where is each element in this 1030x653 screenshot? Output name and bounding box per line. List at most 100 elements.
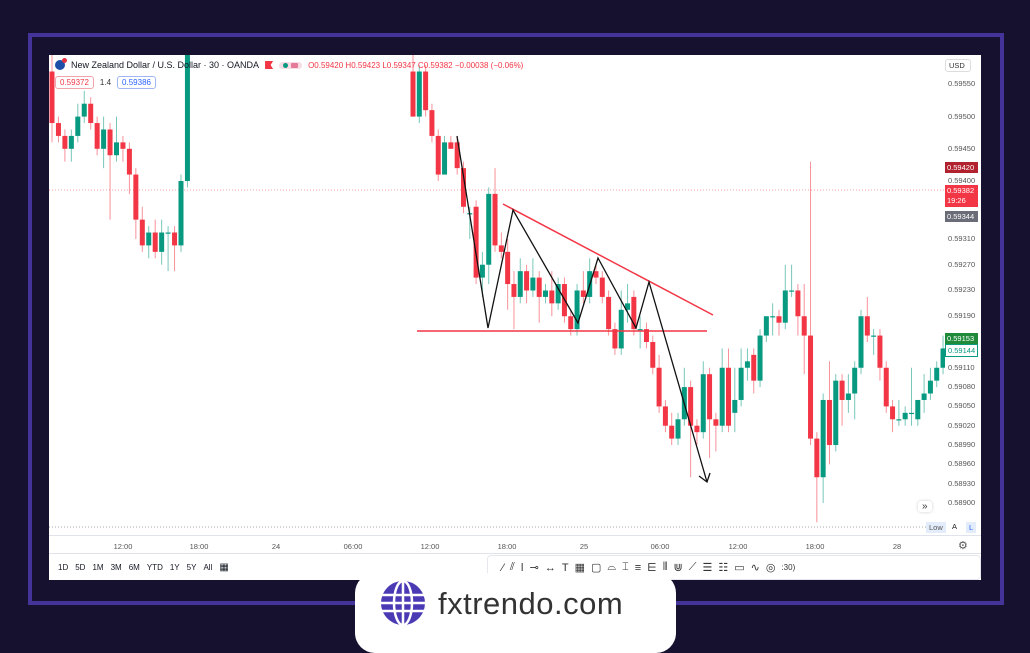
- candle-body: [517, 271, 523, 297]
- pitchfork-icon[interactable]: ⫽: [509, 561, 515, 573]
- sell-price-button[interactable]: 0.59372: [55, 76, 94, 89]
- status-square-icon: [291, 62, 299, 68]
- candle: [184, 55, 190, 188]
- candle: [126, 142, 132, 194]
- candle: [820, 393, 826, 503]
- log-scale-button[interactable]: L: [966, 522, 977, 533]
- price-label: 0.59500: [948, 111, 976, 121]
- candle-body: [524, 271, 530, 291]
- market-status-pill[interactable]: [279, 61, 303, 69]
- fib-fan-icon[interactable]: ⋿: [647, 562, 657, 574]
- price-axis[interactable]: USD 0.59550 0.59500 0.59450 0.59400 0.59310 0…: [945, 55, 981, 580]
- zigzag-pattern[interactable]: [456, 135, 708, 483]
- candle-body: [814, 438, 820, 478]
- candle-body: [625, 303, 631, 310]
- bid-ask-row: 0.59372 1.4 0.59386: [55, 76, 156, 89]
- candle-body: [864, 316, 870, 336]
- range-5d[interactable]: 5D: [75, 562, 86, 572]
- candle: [871, 329, 877, 355]
- candle: [757, 329, 763, 388]
- range-5y[interactable]: 5Y: [186, 562, 197, 572]
- high-price-tag: 0.59420: [945, 162, 978, 173]
- circle-icon[interactable]: ◎: [765, 562, 776, 574]
- date-price-range-icon[interactable]: ☷: [718, 562, 729, 574]
- candle-body: [694, 425, 700, 433]
- bar-countdown: 19:26: [947, 196, 966, 205]
- range-6m[interactable]: 6M: [128, 562, 140, 572]
- trend-line-icon[interactable]: ⁄: [502, 561, 504, 574]
- candle: [416, 65, 422, 124]
- candle-body: [763, 316, 769, 336]
- range-3m[interactable]: 3M: [110, 562, 122, 572]
- vertical-line-icon[interactable]: ǀ: [520, 561, 524, 574]
- low-label: Low: [926, 522, 946, 533]
- candle-body: [631, 296, 637, 330]
- cross-line-icon[interactable]: ↔: [544, 561, 556, 574]
- price-label: 0.59230: [948, 285, 976, 295]
- horizontal-ray-icon[interactable]: ⊸: [529, 562, 539, 574]
- candle-body: [568, 316, 574, 330]
- candle-body: [719, 367, 725, 426]
- buy-price-button[interactable]: 0.59386: [117, 76, 156, 89]
- flag-icon[interactable]: [265, 61, 274, 69]
- callout-icon[interactable]: ▭: [734, 562, 745, 574]
- green-price-tag: 0.59153: [945, 333, 978, 344]
- candle: [763, 316, 769, 342]
- candle: [908, 367, 914, 426]
- candle-body: [915, 399, 921, 420]
- candle: [833, 374, 839, 452]
- trading-chart[interactable]: New Zealand Dollar / U.S. Dollar · 30 · …: [49, 55, 981, 580]
- path-icon[interactable]: ⌓: [607, 561, 617, 573]
- candle-body: [675, 419, 681, 439]
- range-1y[interactable]: 1Y: [169, 562, 180, 572]
- candle: [927, 367, 933, 400]
- candle-body: [606, 296, 612, 330]
- candle-body: [643, 329, 649, 342]
- candle-body: [820, 399, 826, 478]
- candle: [492, 168, 498, 252]
- candle: [152, 219, 158, 259]
- scroll-to-realtime-button[interactable]: »: [918, 501, 932, 512]
- price-label: 0.59190: [948, 311, 976, 321]
- range-ytd[interactable]: YTD: [146, 562, 163, 572]
- fib-channel-icon[interactable]: ☰: [702, 562, 713, 574]
- calendar-go-to-icon[interactable]: ▦: [219, 561, 229, 573]
- gann-box-icon[interactable]: ⦀: [662, 561, 668, 573]
- time-label: 06:00: [650, 542, 670, 551]
- watermark-logo: fxtrendo.com: [355, 573, 676, 653]
- auto-scale-button[interactable]: A: [952, 522, 958, 531]
- candle: [159, 219, 165, 265]
- candle: [656, 354, 662, 413]
- time-label: 06:00: [343, 542, 363, 551]
- currency-select[interactable]: USD: [945, 59, 971, 72]
- candle-body: [593, 271, 599, 278]
- settings-gear-icon[interactable]: ⚙: [958, 540, 968, 552]
- timezone-label[interactable]: :30): [781, 563, 796, 572]
- price-label: 0.59550: [948, 79, 976, 89]
- candle: [826, 361, 832, 465]
- candle-body: [146, 232, 152, 246]
- symbol-title[interactable]: New Zealand Dollar / U.S. Dollar · 30 · …: [71, 60, 260, 70]
- fork-icon[interactable]: ⋓: [673, 562, 683, 574]
- descending-trendline[interactable]: [502, 203, 714, 316]
- candle-body: [902, 412, 908, 420]
- candle-body: [460, 168, 466, 207]
- brush-icon[interactable]: ⟋: [688, 561, 697, 573]
- time-axis[interactable]: [49, 535, 981, 554]
- range-all[interactable]: All: [203, 562, 213, 572]
- parallel-channel-icon[interactable]: ≡: [634, 561, 642, 574]
- candlestick-plot[interactable]: [49, 55, 945, 535]
- candle: [429, 103, 435, 143]
- text-icon[interactable]: T: [561, 561, 569, 574]
- candle: [133, 168, 139, 239]
- rectangle-icon[interactable]: ▢: [590, 562, 602, 574]
- candle-body: [114, 142, 119, 156]
- range-1d[interactable]: 1D: [58, 562, 69, 572]
- range-1m[interactable]: 1M: [92, 562, 104, 572]
- candle-body: [139, 219, 145, 246]
- candle-body: [688, 387, 694, 426]
- candle: [719, 348, 725, 433]
- long-position-icon[interactable]: ⌶: [622, 561, 629, 573]
- grid-icon[interactable]: ▦: [574, 562, 585, 574]
- zigzag-icon[interactable]: ∿: [750, 562, 760, 574]
